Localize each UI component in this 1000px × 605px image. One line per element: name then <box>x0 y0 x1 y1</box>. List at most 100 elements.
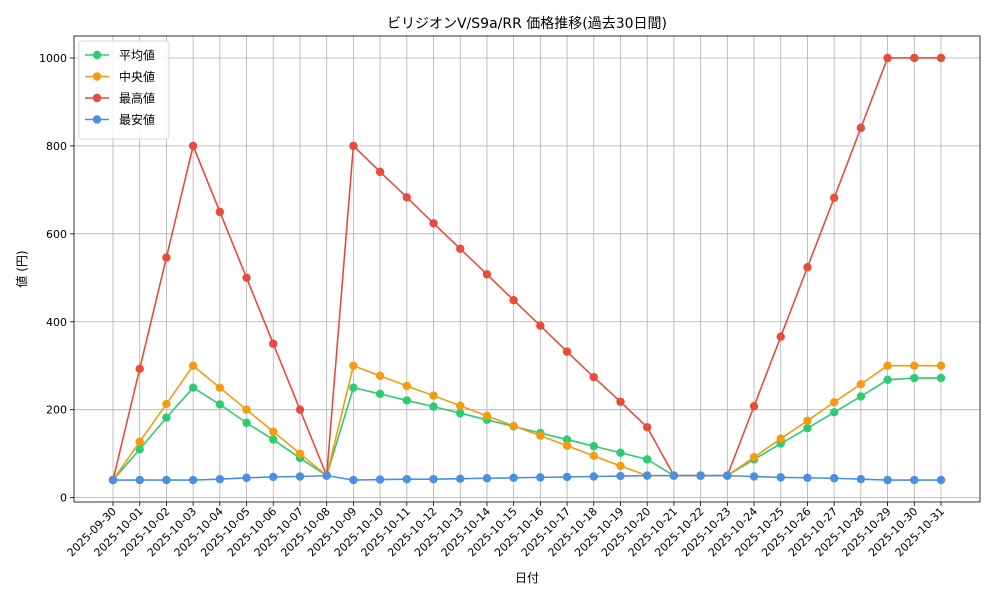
data-point <box>295 472 305 481</box>
data-point <box>536 431 545 440</box>
data-point <box>776 434 785 443</box>
data-point <box>642 471 652 480</box>
data-point <box>242 405 251 414</box>
data-point <box>269 435 278 444</box>
data-point <box>589 372 598 382</box>
data-point <box>562 441 572 450</box>
data-point <box>562 472 572 482</box>
legend-marker <box>92 93 102 103</box>
x-axis-ticks: 2025-09-302025-10-012025-10-022025-10-03… <box>65 502 947 559</box>
data-point <box>749 472 759 481</box>
y-tick-label: 1000 <box>39 52 67 65</box>
legend-marker <box>92 115 102 124</box>
data-point <box>215 383 225 392</box>
y-tick-label: 400 <box>46 316 67 329</box>
data-point <box>295 405 305 414</box>
data-point <box>669 471 679 480</box>
data-point <box>402 193 412 202</box>
data-point <box>429 402 438 411</box>
legend-label: 最安値 <box>119 112 155 127</box>
y-tick-label: 800 <box>46 140 67 153</box>
data-point <box>456 408 465 418</box>
data-point <box>188 361 198 370</box>
data-point <box>402 381 412 391</box>
legend-label: 中央値 <box>119 69 155 84</box>
data-point <box>803 423 812 433</box>
series-line <box>113 474 941 481</box>
data-point <box>135 437 144 446</box>
data-point <box>642 455 652 464</box>
data-point <box>242 473 251 483</box>
data-point <box>456 401 465 410</box>
data-point <box>375 167 385 177</box>
data-point <box>375 371 385 381</box>
data-point <box>562 347 572 356</box>
data-point <box>375 389 385 399</box>
data-point <box>215 207 225 217</box>
data-point <box>616 448 625 457</box>
data-point <box>509 296 518 305</box>
data-point <box>402 474 412 484</box>
data-point <box>616 397 625 406</box>
data-point <box>936 475 946 485</box>
data-point <box>936 53 946 63</box>
data-point <box>776 473 785 482</box>
data-point <box>349 475 358 485</box>
data-point <box>803 416 812 425</box>
y-axis-ticks: 0 200 400 600 800 1000 <box>39 52 74 505</box>
legend-marker <box>92 50 102 60</box>
series-2 <box>108 53 946 485</box>
data-point <box>162 475 171 485</box>
data-point <box>642 423 652 432</box>
data-point <box>856 392 866 401</box>
data-point <box>616 471 625 481</box>
data-point <box>135 475 144 485</box>
data-point <box>910 475 919 485</box>
series-1 <box>108 361 946 485</box>
y-tick-label: 0 <box>60 492 67 505</box>
data-point <box>162 413 171 422</box>
data-point <box>349 361 358 370</box>
data-point <box>803 473 812 483</box>
chart-title: ビリジオンV/S9a/RR 価格推移(過去30日間) <box>387 16 667 32</box>
data-point <box>456 244 465 253</box>
data-point <box>509 473 518 483</box>
data-point <box>856 123 866 133</box>
data-point <box>910 373 919 383</box>
y-axis-label: 値 (円) <box>14 250 29 287</box>
data-point <box>242 273 251 282</box>
series-layer <box>108 53 946 485</box>
data-point <box>856 474 866 484</box>
data-point <box>322 471 331 480</box>
series-line <box>112 364 941 481</box>
data-point <box>108 475 118 485</box>
data-point <box>749 452 759 462</box>
data-point <box>829 193 839 202</box>
data-point <box>135 445 144 454</box>
data-point <box>883 475 892 485</box>
data-point <box>616 461 625 471</box>
data-point <box>188 141 198 151</box>
data-point <box>242 418 251 428</box>
data-point <box>215 400 225 409</box>
data-point <box>749 401 759 411</box>
data-point <box>803 263 812 272</box>
y-tick-label: 600 <box>46 228 67 241</box>
x-axis-label: 日付 <box>515 571 539 585</box>
data-point <box>723 471 732 480</box>
data-point <box>589 441 598 451</box>
data-point <box>429 391 438 400</box>
plot-frame <box>73 35 981 503</box>
data-point <box>162 399 171 409</box>
data-point <box>536 321 545 330</box>
data-point <box>589 472 598 481</box>
data-point <box>589 451 598 461</box>
data-point <box>269 339 278 348</box>
data-point <box>829 408 839 417</box>
data-point <box>910 361 919 370</box>
data-point <box>482 474 492 483</box>
data-point <box>883 53 892 63</box>
legend-box <box>78 40 170 140</box>
